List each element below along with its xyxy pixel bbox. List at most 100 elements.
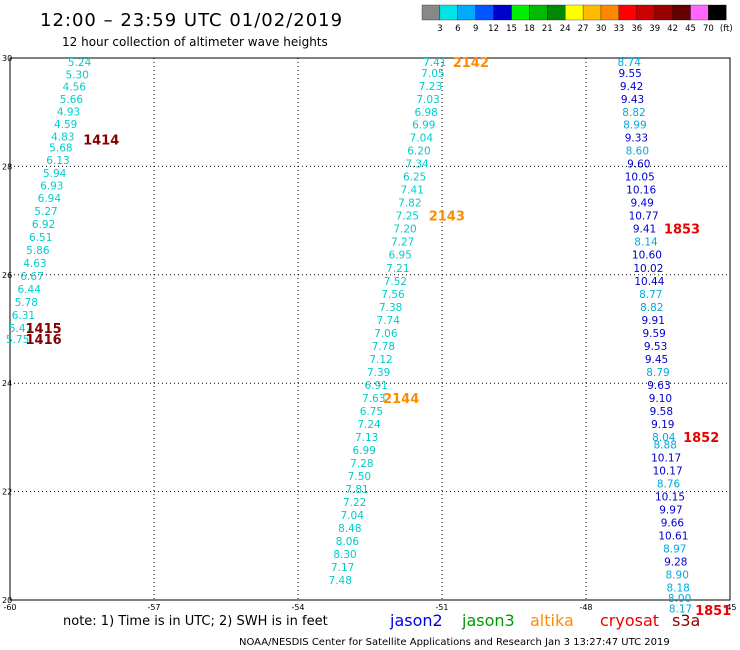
swh-value-s3a: 5.68 [49, 142, 72, 154]
swh-value-altika: 7.39 [367, 367, 390, 379]
swh-value-s3a: 6.94 [38, 193, 62, 205]
colorbar: 3 6 9 12 15 18 21 24 27 30 33 36 39 42 45 70 (ft) [421, 4, 733, 34]
swh-value-cryosat: 8.77 [639, 289, 662, 301]
data-points: 5.245.304.565.664.934.594.835.686.135.94… [6, 57, 692, 616]
legend-s3a: s3a [672, 611, 700, 630]
swh-value-cryosat: 8.88 [654, 439, 677, 451]
swh-value-s3a: 5.66 [60, 94, 84, 106]
swh-value-altika: 7.04 [341, 510, 365, 522]
y-tick-label: 30 [2, 54, 12, 63]
swh-value-altika: 7.04 [410, 133, 434, 145]
chart-subtitle: 12 hour collection of altimeter wave hei… [62, 35, 328, 49]
swh-value-cryosat: 10.17 [653, 465, 683, 477]
colorbar-label: 36 [631, 24, 642, 34]
axis-ticks: -60 -57 -54 -51 -48 -45 20 22 24 26 28 30 [2, 54, 737, 612]
swh-value-cryosat: 9.28 [664, 557, 687, 569]
colorbar-swatch [493, 4, 512, 21]
swh-value-altika: 7.22 [343, 497, 366, 509]
swh-value-altika: 6.98 [414, 107, 437, 119]
swh-value-altika: 7.38 [379, 302, 402, 314]
swh-value-altika: 7.05 [421, 68, 444, 80]
pass-number-label: 1416 [26, 333, 62, 348]
swh-value-cryosat: 9.19 [651, 419, 674, 431]
swh-value-altika: 7.41 [423, 57, 446, 69]
swh-value-altika: 7.52 [384, 276, 407, 288]
legend-jason2: jason2 [389, 611, 443, 630]
swh-value-cryosat: 9.63 [647, 380, 670, 392]
swh-value-cryosat: 9.60 [627, 159, 650, 171]
legend-cryosat: cryosat [600, 611, 659, 630]
swh-value-cryosat: 8.99 [623, 120, 646, 132]
swh-value-altika: 7.48 [329, 575, 352, 587]
swh-value-s3a: 6.67 [20, 271, 43, 283]
swh-value-s3a: 4.83 [51, 132, 74, 144]
swh-value-altika: 6.91 [365, 380, 388, 392]
swh-value-cryosat: 9.41 [633, 224, 656, 236]
colorbar-swatch [672, 4, 691, 21]
swh-value-altika: 6.99 [353, 445, 376, 457]
swh-value-altika: 7.13 [355, 432, 378, 444]
colorbar-label: 6 [455, 24, 460, 34]
swh-value-cryosat: 9.66 [661, 517, 685, 529]
colorbar-label: 24 [560, 24, 571, 34]
swh-value-altika: 7.34 [405, 159, 429, 171]
swh-value-cryosat: 8.60 [626, 146, 649, 158]
swh-value-cryosat: 8.82 [622, 107, 645, 119]
colorbar-swatch [565, 4, 584, 21]
swh-value-altika: 6.20 [407, 146, 430, 158]
swh-value-s3a: 5.78 [15, 297, 38, 309]
colorbar-swatch [618, 4, 637, 21]
swh-value-s3a: 4.63 [23, 258, 46, 270]
swh-value-cryosat: 9.43 [621, 94, 644, 106]
swh-value-cryosat: 9.49 [630, 198, 653, 210]
swh-value-cryosat: 10.05 [625, 172, 655, 184]
grid-lines [9, 57, 731, 601]
credit-text: NOAA/NESDIS Center for Satellite Applica… [239, 637, 670, 648]
colorbar-swatch [511, 4, 530, 21]
y-tick-label: 22 [2, 488, 12, 497]
colorbar-label: 39 [649, 24, 660, 34]
swh-value-s3a: 4.56 [63, 82, 87, 94]
colorbar-label: 33 [613, 24, 624, 34]
colorbar-label: 3 [437, 24, 442, 34]
colorbar-label: 15 [506, 24, 517, 34]
swh-value-cryosat: 9.97 [659, 504, 682, 516]
swh-value-s3a: 6.51 [29, 232, 52, 244]
swh-value-cryosat: 10.15 [655, 491, 685, 503]
colorbar-swatch [600, 4, 620, 21]
swh-value-altika: 6.25 [403, 172, 426, 184]
swh-value-cryosat: 10.17 [651, 452, 681, 464]
colorbar-swatch [421, 4, 441, 21]
colorbar-swatch [708, 4, 727, 21]
colorbar-swatch [636, 4, 655, 21]
swh-value-cryosat: 8.82 [640, 302, 663, 314]
swh-value-altika: 7.24 [357, 419, 381, 431]
pass-number-label: 1415 [26, 322, 62, 337]
swh-value-cryosat: 8.97 [663, 544, 686, 556]
swh-value-cryosat: 8.14 [634, 237, 658, 249]
x-tick-label: -54 [291, 603, 304, 612]
y-tick-label: 26 [2, 271, 12, 280]
swh-value-altika: 7.82 [398, 198, 421, 210]
swh-value-altika: 7.12 [369, 354, 392, 366]
pass-number-label: 2142 [453, 56, 489, 71]
swh-value-s3a: 6.31 [12, 310, 35, 322]
swh-value-altika: 6.95 [389, 250, 412, 262]
satellite-legend: jason2 jason3 altika cryosat s3a [389, 611, 700, 630]
swh-value-s3a: 5.30 [66, 69, 89, 81]
swh-value-cryosat: 10.60 [632, 250, 662, 262]
pass-number-label: 1852 [683, 431, 719, 446]
swh-value-s3a: 6.92 [32, 219, 55, 231]
plot-frame [9, 57, 731, 601]
colorbar-label: 27 [578, 24, 589, 34]
swh-value-altika: 7.78 [372, 341, 395, 353]
swh-value-cryosat: 9.42 [620, 81, 643, 93]
swh-value-altika: 7.63 [362, 393, 385, 405]
swh-value-cryosat: 10.16 [626, 185, 656, 197]
swh-value-s3a: 4.59 [54, 119, 77, 131]
legend-altika: altika [530, 611, 574, 630]
legend-jason3: jason3 [461, 611, 515, 630]
swh-value-altika: 8.48 [338, 523, 361, 535]
